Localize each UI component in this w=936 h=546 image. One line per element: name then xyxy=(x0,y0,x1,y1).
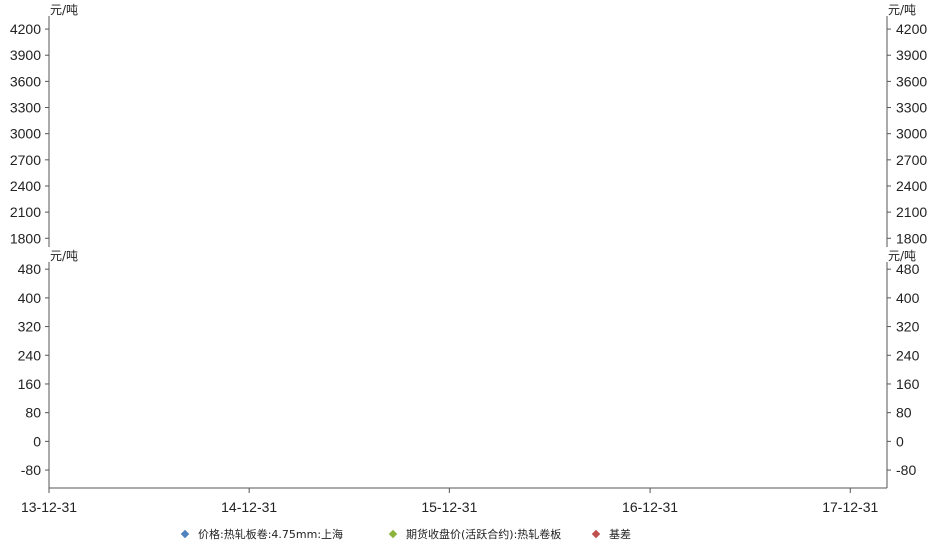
panel-2: 元/吨 元/吨 -80 -80 0 0 80 80 160 160 240 240 320 320 400 4… xyxy=(18,249,920,488)
y-tick-label-right: 2400 xyxy=(896,178,927,194)
y-tick-label-right: 400 xyxy=(896,290,920,306)
y-unit-right: 元/吨 xyxy=(888,249,916,263)
legend-marker-futures-price xyxy=(388,529,398,539)
legend-marker-spot-price xyxy=(180,529,190,539)
y-tick-label-right: 3000 xyxy=(896,126,927,142)
y-tick-label-left: 160 xyxy=(18,376,42,392)
y-tick-label-left: 3300 xyxy=(10,100,41,116)
legend: 价格:热轧板卷:4.75mm:上海 期货收盘价(活跃合约):热轧卷板 基差 xyxy=(0,524,936,544)
y-unit-left: 元/吨 xyxy=(50,3,78,17)
y-tick-label-left: 80 xyxy=(25,405,41,421)
y-tick-label-right: 160 xyxy=(896,376,920,392)
legend-marker-basis xyxy=(591,529,601,539)
y-tick-label-left: 320 xyxy=(18,319,42,335)
y-tick-label-right: 2700 xyxy=(896,152,927,168)
y-tick-label-left: 1800 xyxy=(10,230,41,246)
y-tick-label-left: 2400 xyxy=(10,178,41,194)
x-tick-label: 16-12-31 xyxy=(622,499,678,515)
x-axis: 13-12-31 14-12-31 15-12-31 16-12-31 17-12-31 xyxy=(21,487,887,515)
legend-label-spot-price: 价格:热轧板卷:4.75mm:上海 xyxy=(198,528,344,541)
y-tick-label-left: 240 xyxy=(18,347,42,363)
y-tick-label-left: -80 xyxy=(21,462,41,478)
y-tick-label-left: 3900 xyxy=(10,47,41,63)
x-tick-label: 14-12-31 xyxy=(221,499,277,515)
x-tick-label: 15-12-31 xyxy=(421,499,477,515)
y-tick-label-right: 3900 xyxy=(896,47,927,63)
legend-item-basis: 基差 xyxy=(591,526,631,542)
y-tick-label-right: 480 xyxy=(896,261,920,277)
y-tick-label-left: 400 xyxy=(18,290,42,306)
legend-item-futures-price: 期货收盘价(活跃合约):热轧卷板 xyxy=(388,526,562,542)
y-tick-label-left: 3000 xyxy=(10,126,41,142)
y-unit-right: 元/吨 xyxy=(888,3,916,17)
panel-1: 元/吨 元/吨 1800 1800 2100 2100 2400 2400 2700 2700 30… xyxy=(10,3,927,247)
y-tick-label-left: 2100 xyxy=(10,204,41,220)
y-tick-label-right: 320 xyxy=(896,319,920,335)
legend-label-basis: 基差 xyxy=(609,528,631,541)
legend-item-spot-price: 价格:热轧板卷:4.75mm:上海 xyxy=(180,526,344,542)
y-tick-label-left: 480 xyxy=(18,261,42,277)
y-tick-label-left: 0 xyxy=(33,433,41,449)
y-tick-label-left: 2700 xyxy=(10,152,41,168)
y-tick-label-right: 2100 xyxy=(896,204,927,220)
legend-label-futures-price: 期货收盘价(活跃合约):热轧卷板 xyxy=(406,528,562,541)
y-tick-label-right: 0 xyxy=(896,433,904,449)
y-tick-label-right: 4200 xyxy=(896,21,927,37)
y-tick-label-right: 3300 xyxy=(896,100,927,116)
y-unit-left: 元/吨 xyxy=(50,249,78,263)
y-tick-label-left: 4200 xyxy=(10,21,41,37)
y-tick-label-right: 3600 xyxy=(896,73,927,89)
y-tick-label-right: 1800 xyxy=(896,230,927,246)
y-tick-label-right: 80 xyxy=(896,405,912,421)
x-tick-label: 13-12-31 xyxy=(21,499,77,515)
y-tick-label-right: -80 xyxy=(896,462,916,478)
x-tick-label: 17-12-31 xyxy=(822,499,878,515)
y-tick-label-left: 3600 xyxy=(10,73,41,89)
y-tick-label-right: 240 xyxy=(896,347,920,363)
